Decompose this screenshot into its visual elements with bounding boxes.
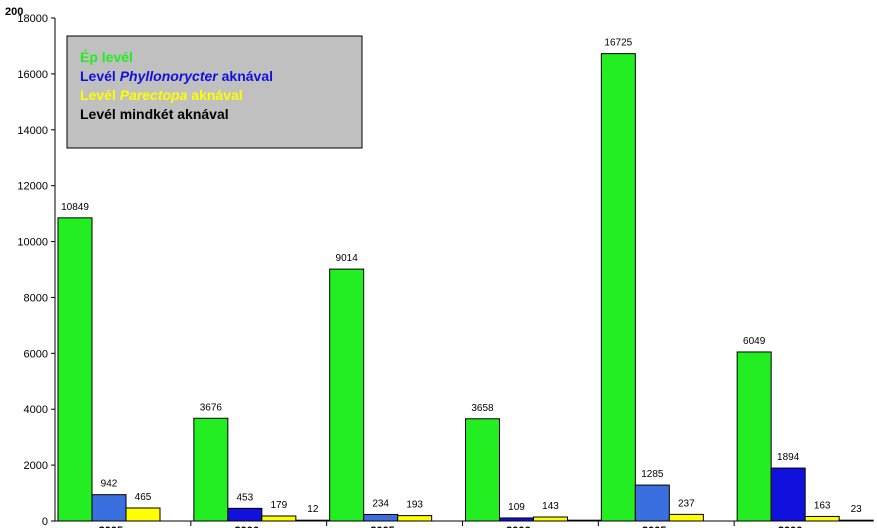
- y-tick-label: 16000: [17, 69, 48, 81]
- legend-entry: Levél Phyllonorycter aknával: [80, 68, 273, 84]
- bar: [397, 515, 433, 522]
- data-label: 12: [307, 504, 319, 515]
- y-tick-label: 2000: [24, 460, 48, 472]
- bar: [634, 484, 670, 522]
- legend-entry-part: Levél mindkét aknával: [80, 106, 229, 122]
- bar: [770, 467, 806, 522]
- data-label: 179: [270, 500, 287, 511]
- data-label: 3658: [471, 403, 494, 414]
- legend-entry-part: Levél: [80, 68, 120, 84]
- data-label: 193: [406, 500, 423, 511]
- data-label: 23: [851, 504, 863, 515]
- data-label: 163: [814, 500, 831, 511]
- bar: [57, 217, 93, 522]
- data-label: 109: [508, 502, 525, 513]
- x-axis: 2005 2006 2005 2006 2005 2006: [55, 520, 870, 528]
- data-label: 237: [678, 498, 695, 509]
- bar: [329, 268, 365, 522]
- legend-entry-part: aknával: [187, 87, 242, 103]
- data-label: 143: [542, 501, 559, 512]
- data-label: 6049: [743, 336, 766, 347]
- x-category-label: 2005: [370, 525, 394, 528]
- data-label: 234: [372, 498, 389, 509]
- y-tick-label: 10000: [17, 237, 48, 249]
- bar: [363, 513, 399, 522]
- legend-entry-part: Levél: [80, 87, 120, 103]
- legend-box: [66, 35, 363, 149]
- data-label: 453: [236, 492, 253, 503]
- legend-entry: Levél Parectopa aknával: [80, 87, 243, 103]
- bar: [193, 417, 229, 522]
- y-axis: 0 2000 4000 6000 8000 10000 12000 14000 16000 180…: [5, 6, 56, 528]
- data-label: 1285: [641, 469, 664, 480]
- data-label: 9014: [336, 253, 359, 264]
- bar: [668, 513, 704, 522]
- x-category-label: 2006: [235, 525, 259, 528]
- bar: [600, 53, 636, 522]
- y-tick-label: 14000: [17, 125, 48, 137]
- y-tick-label: 6000: [24, 348, 48, 360]
- legend-entry: Levél mindkét aknával: [80, 106, 229, 122]
- x-category-label: 2005: [642, 525, 666, 528]
- y-tick-label: 12000: [17, 181, 48, 193]
- data-label: 465: [135, 492, 152, 503]
- clipped-axis-label: 200: [5, 6, 23, 18]
- y-tick-label: 0: [42, 516, 48, 528]
- bar: [125, 507, 161, 522]
- bar: [736, 351, 772, 522]
- y-tick-label: 8000: [24, 292, 48, 304]
- y-tick-label: 18000: [17, 13, 48, 25]
- data-label: 10849: [61, 202, 89, 213]
- bar: [227, 507, 263, 522]
- bars-layer: [57, 53, 874, 522]
- bar: [465, 418, 500, 522]
- x-category-label: 2006: [778, 525, 802, 528]
- data-label: 16725: [604, 38, 632, 49]
- bar: [804, 515, 840, 522]
- x-category-label: 2005: [99, 525, 123, 528]
- bar: [261, 515, 297, 522]
- legend-entry-part: aknával: [218, 68, 273, 84]
- data-label: 3676: [200, 402, 223, 413]
- legend-entry-part: Phyllonorycter: [120, 68, 220, 84]
- bar: [91, 494, 127, 522]
- legend-entry: Ép levél: [80, 49, 133, 65]
- x-category-label: 2006: [506, 525, 530, 528]
- legend-entry-part: Parectopa: [120, 87, 188, 103]
- data-label: 942: [101, 479, 118, 490]
- bar: [533, 516, 568, 522]
- data-label: 1894: [777, 452, 800, 463]
- data-labels-layer: 10849 942 465 3676 453 179 12 9014 234 193 3658 109…: [61, 38, 862, 516]
- y-tick-label: 4000: [24, 404, 48, 416]
- legend-entry-part: Ép levél: [80, 49, 133, 65]
